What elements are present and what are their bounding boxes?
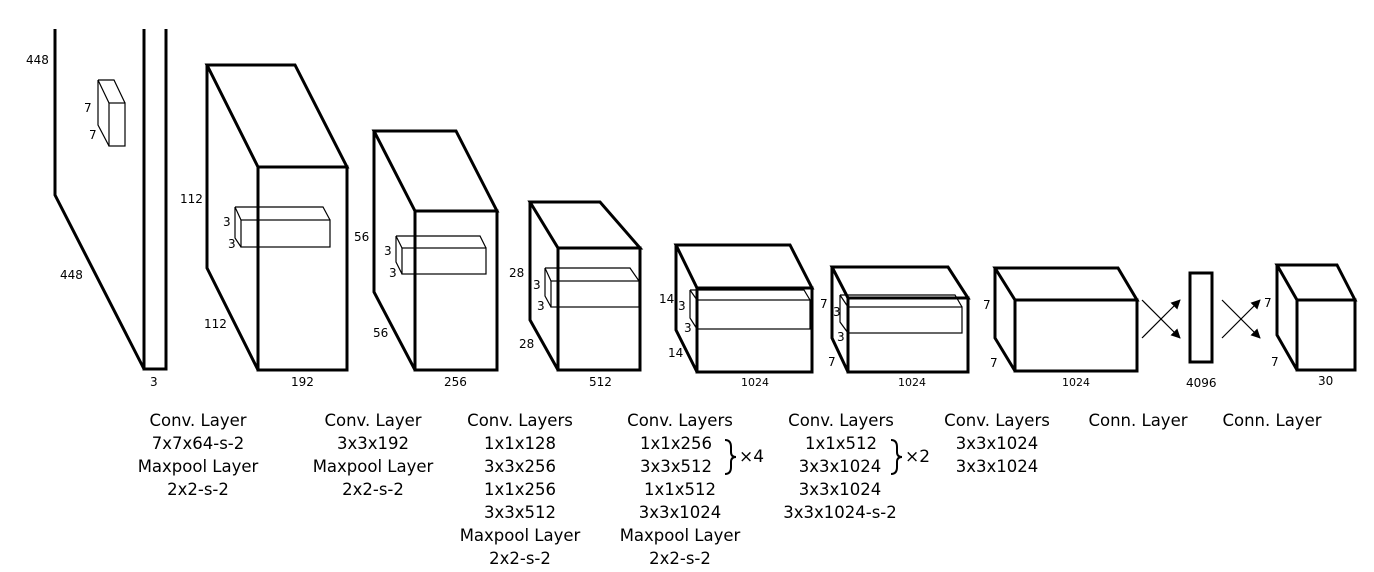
- caption-line: Conv. Layers: [467, 411, 573, 430]
- dim-label: 3: [228, 237, 236, 251]
- conv-block-28: 28 3 3 28 512: [509, 200, 644, 389]
- caption-line: Conn. Layer: [1222, 411, 1321, 430]
- caption-line: Conv. Layer: [324, 411, 421, 430]
- dim-label: 7: [983, 298, 991, 312]
- repeat-label: ×2: [905, 447, 930, 467]
- caption-5: Conv. Layers 1x1x512 3x3x1024 3x3x1024 3…: [783, 411, 930, 522]
- dim-label: 7: [820, 297, 828, 311]
- caption-line: 3x3x1024: [956, 434, 1039, 453]
- dim-label: 3: [678, 299, 686, 313]
- caption-line: 2x2-s-2: [649, 549, 711, 568]
- kernel-3x3: [234, 206, 331, 248]
- kernel-3x3: [689, 289, 811, 330]
- caption-line: Maxpool Layer: [138, 457, 259, 476]
- dim-label: 448: [60, 268, 83, 282]
- kernel-3x3: [839, 294, 963, 334]
- dim-label: 7: [828, 355, 836, 369]
- caption-8: Conn. Layer: [1222, 411, 1321, 430]
- dim-label: 3: [837, 330, 845, 344]
- caption-line: Conv. Layer: [149, 411, 246, 430]
- repeat-label: ×4: [739, 447, 764, 467]
- dim-label: 30: [1318, 374, 1333, 388]
- dim-label: 3: [150, 375, 158, 389]
- kernel-3x3: [395, 235, 487, 275]
- dim-label: 28: [519, 337, 534, 351]
- dim-label: 14: [659, 292, 674, 306]
- caption-line: 3x3x512: [484, 503, 556, 522]
- caption-line: Maxpool Layer: [620, 526, 741, 545]
- kernel-7x7: [97, 79, 126, 147]
- dim-label: 56: [373, 326, 388, 340]
- conv-block-14: 14 3 3 14 1024: [659, 243, 815, 389]
- dim-label: 192: [291, 375, 314, 389]
- dim-label: 3: [389, 266, 397, 280]
- input-image-block: 448 7 7 448 3: [26, 29, 168, 389]
- dim-label: 7: [84, 101, 92, 115]
- dim-label: 7: [1264, 296, 1272, 310]
- caption-line: 3x3x1024: [639, 503, 722, 522]
- caption-6: Conv. Layers 3x3x1024 3x3x1024: [944, 411, 1050, 476]
- caption-line: 1x1x512: [805, 434, 877, 453]
- dim-label: 448: [26, 53, 49, 67]
- conv-block-7a: 7 3 3 7 1024: [820, 265, 971, 389]
- brace-icon: [890, 439, 903, 475]
- fully-connected-arrows: [1141, 299, 1181, 339]
- caption-2: Conv. Layer 3x3x192 Maxpool Layer 2x2-s-…: [313, 411, 434, 499]
- dim-label: 3: [684, 321, 692, 335]
- dim-label: 14: [668, 346, 683, 360]
- conv-block-7b: 7 7 1024: [983, 266, 1140, 389]
- dim-label: 3: [223, 215, 231, 229]
- dim-label: 3: [833, 305, 841, 319]
- dim-label: 7: [1271, 355, 1279, 369]
- caption-line: 2x2-s-2: [167, 480, 229, 499]
- dim-label: 28: [509, 266, 524, 280]
- conv-block-112: 112 3 3 112 192: [180, 63, 350, 389]
- dim-label: 512: [589, 375, 612, 389]
- caption-line: 3x3x1024: [799, 480, 882, 499]
- brace-icon: [724, 439, 737, 475]
- caption-line: 3x3x192: [337, 434, 409, 453]
- dim-label: 1024: [898, 376, 926, 389]
- caption-line: 7x7x64-s-2: [152, 434, 245, 453]
- caption-line: 3x3x1024-s-2: [783, 503, 897, 522]
- dim-label: 112: [204, 317, 227, 331]
- caption-line: 3x3x1024: [956, 457, 1039, 476]
- caption-line: Conv. Layers: [788, 411, 894, 430]
- caption-3: Conv. Layers 1x1x128 3x3x256 1x1x256 3x3…: [460, 411, 581, 568]
- dim-label: 3: [537, 299, 545, 313]
- dim-label: 1024: [741, 376, 769, 389]
- dim-label: 1024: [1062, 376, 1090, 389]
- caption-line: 2x2-s-2: [489, 549, 551, 568]
- caption-line: 3x3x1024: [799, 457, 882, 476]
- caption-line: 1x1x512: [644, 480, 716, 499]
- caption-line: Conn. Layer: [1088, 411, 1187, 430]
- kernel-3x3: [544, 267, 640, 308]
- caption-7: Conn. Layer: [1088, 411, 1187, 430]
- caption-line: Conv. Layers: [944, 411, 1050, 430]
- caption-4: Conv. Layers 1x1x256 3x3x512 1x1x512 3x3…: [620, 411, 764, 568]
- caption-line: 1x1x256: [484, 480, 556, 499]
- dim-label: 7: [89, 128, 97, 142]
- dim-label: 3: [384, 244, 392, 258]
- caption-line: Maxpool Layer: [313, 457, 434, 476]
- dim-label: 112: [180, 192, 203, 206]
- caption-line: 3x3x256: [484, 457, 556, 476]
- output-block: 7 7 30: [1264, 263, 1358, 388]
- caption-1: Conv. Layer 7x7x64-s-2 Maxpool Layer 2x2…: [138, 411, 259, 499]
- caption-line: 3x3x512: [640, 457, 712, 476]
- dim-label: 256: [444, 375, 467, 389]
- dim-label: 7: [990, 356, 998, 370]
- fully-connected-arrows: [1221, 299, 1261, 339]
- caption-line: 2x2-s-2: [342, 480, 404, 499]
- caption-line: 1x1x128: [484, 434, 556, 453]
- conv-block-56: 56 3 3 56 256: [354, 129, 500, 389]
- caption-line: Maxpool Layer: [460, 526, 581, 545]
- caption-line: Conv. Layers: [627, 411, 733, 430]
- caption-line: 1x1x256: [640, 434, 712, 453]
- dim-label: 56: [354, 230, 369, 244]
- fc-4096-block: 4096: [1186, 271, 1217, 390]
- dim-label: 3: [533, 278, 541, 292]
- dim-label: 4096: [1186, 376, 1217, 390]
